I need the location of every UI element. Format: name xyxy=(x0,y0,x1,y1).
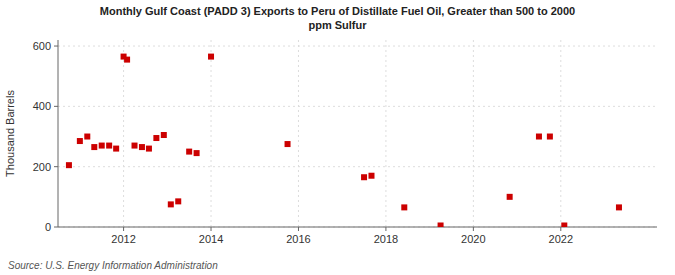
point xyxy=(208,54,214,60)
point xyxy=(99,143,105,149)
y-tick xyxy=(54,166,58,167)
point xyxy=(146,146,152,152)
grid-line xyxy=(211,40,212,227)
grid-line xyxy=(473,40,474,227)
x-tick xyxy=(211,227,212,231)
grid-line xyxy=(123,40,124,227)
point xyxy=(168,201,174,207)
point xyxy=(139,144,145,150)
point xyxy=(66,162,72,168)
point xyxy=(124,57,130,63)
grid-line xyxy=(560,40,561,227)
point xyxy=(84,134,90,140)
x-tick xyxy=(385,227,386,231)
grid-line xyxy=(385,40,386,227)
y-tick-label: 400 xyxy=(33,100,51,112)
points xyxy=(66,54,622,227)
point xyxy=(368,173,374,179)
x-tick-label: 2018 xyxy=(374,233,398,245)
x-tick xyxy=(123,227,124,231)
x-tick xyxy=(560,227,561,231)
point xyxy=(113,146,119,152)
x-tick-label: 2016 xyxy=(286,233,310,245)
grid xyxy=(58,40,657,227)
source: Source: U.S. Energy Information Administ… xyxy=(8,260,218,271)
grid-line xyxy=(58,166,657,167)
axes: 0 200 400 600 2012 2014 2016 2018 2020 2022 xyxy=(33,40,657,245)
point xyxy=(536,134,542,140)
point xyxy=(616,204,622,210)
y-tick-label: 600 xyxy=(33,40,51,52)
point xyxy=(561,222,567,227)
y-tick xyxy=(54,106,58,107)
point xyxy=(175,198,181,204)
y-axis-label: Thousand Barrels xyxy=(4,90,16,177)
title: Monthly Gulf Coast (PADD 3) Exports to P… xyxy=(100,5,575,31)
point xyxy=(401,204,407,210)
point xyxy=(507,194,513,200)
point xyxy=(132,143,138,149)
point xyxy=(285,141,291,147)
chart: Monthly Gulf Coast (PADD 3) Exports to P… xyxy=(0,0,675,275)
x-tick xyxy=(298,227,299,231)
point xyxy=(77,138,83,144)
point xyxy=(194,150,200,156)
grid-line xyxy=(298,40,299,227)
y-tick xyxy=(54,227,58,228)
x-tick-label: 2020 xyxy=(461,233,485,245)
point xyxy=(106,143,112,149)
y-tick xyxy=(54,46,58,47)
x-tick-label: 2012 xyxy=(111,233,135,245)
point xyxy=(438,222,444,227)
y-tick-label: 200 xyxy=(33,161,51,173)
point xyxy=(153,135,159,141)
y-tick-label: 0 xyxy=(45,221,51,233)
y-axis-line xyxy=(58,40,59,227)
point xyxy=(161,132,167,138)
grid-line xyxy=(58,46,657,47)
point xyxy=(91,144,97,150)
point xyxy=(547,134,553,140)
x-tick xyxy=(473,227,474,231)
grid-line xyxy=(58,106,657,107)
x-tick-label: 2014 xyxy=(199,233,223,245)
x-tick-label: 2022 xyxy=(549,233,573,245)
point xyxy=(186,149,192,155)
point xyxy=(361,174,367,180)
